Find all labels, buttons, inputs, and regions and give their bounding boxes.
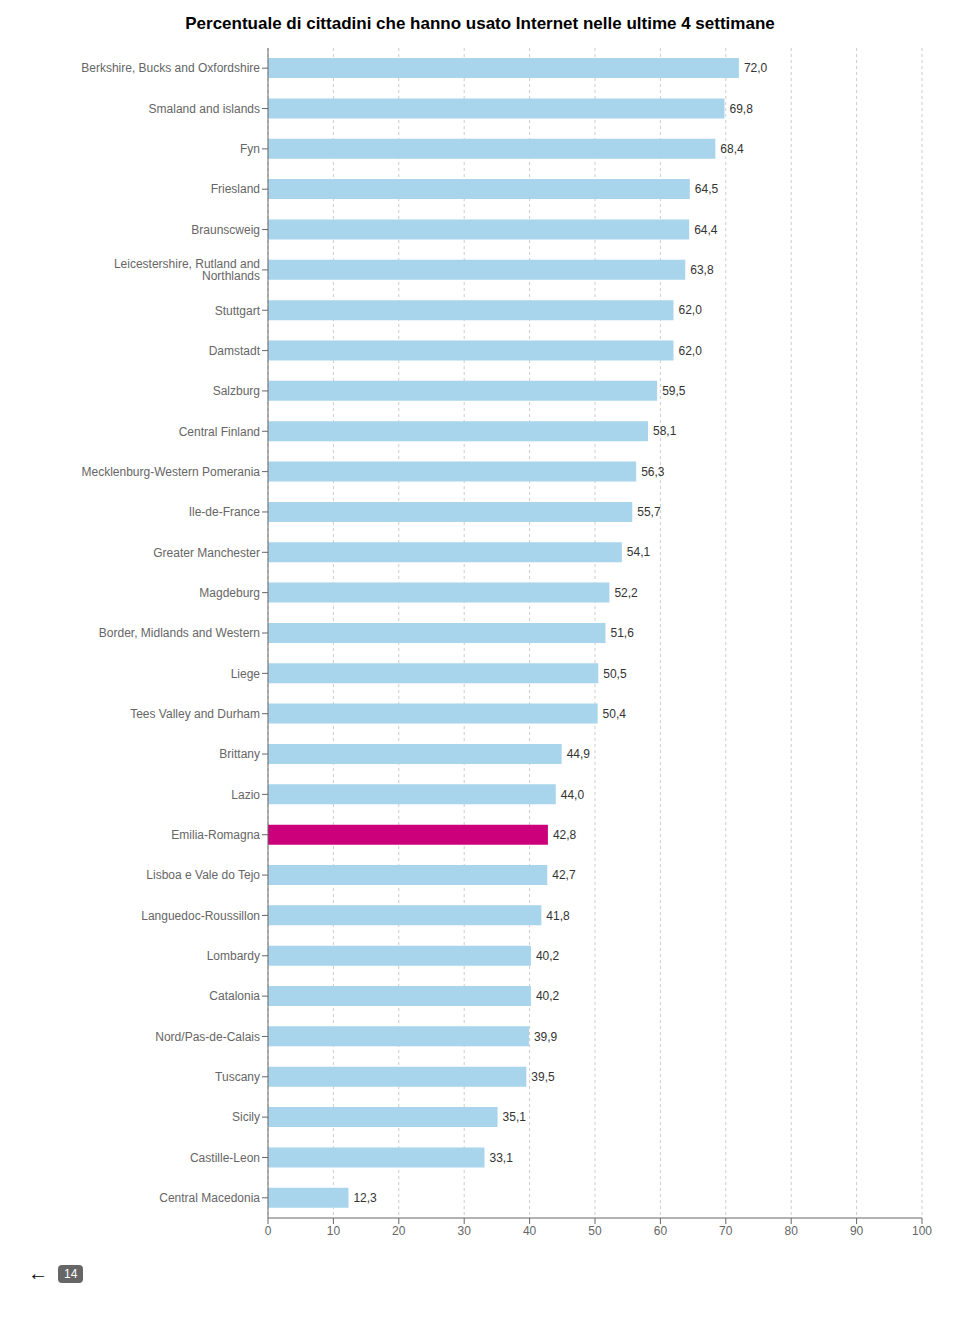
svg-text:60: 60 (654, 1224, 668, 1238)
svg-text:12,3: 12,3 (353, 1191, 377, 1205)
svg-text:58,1: 58,1 (653, 424, 677, 438)
svg-text:52,2: 52,2 (614, 586, 638, 600)
svg-text:0: 0 (265, 1224, 272, 1238)
svg-text:40,2: 40,2 (536, 989, 560, 1003)
svg-text:72,0: 72,0 (744, 61, 768, 75)
svg-text:42,7: 42,7 (552, 868, 576, 882)
svg-text:50: 50 (588, 1224, 602, 1238)
svg-text:70: 70 (719, 1224, 733, 1238)
svg-text:Languedoc-Roussillon: Languedoc-Roussillon (141, 909, 260, 923)
svg-text:90: 90 (850, 1224, 864, 1238)
svg-text:Braunscweig: Braunscweig (191, 223, 260, 237)
svg-text:59,5: 59,5 (662, 384, 686, 398)
svg-text:Catalonia: Catalonia (209, 989, 260, 1003)
svg-text:69,8: 69,8 (729, 102, 753, 116)
svg-text:42,8: 42,8 (553, 828, 577, 842)
svg-text:68,4: 68,4 (720, 142, 744, 156)
svg-text:Border, Midlands and Western: Border, Midlands and Western (99, 626, 260, 640)
html-text:14: 14 (64, 1266, 78, 1281)
svg-text:Lisboa e Vale do Tejo: Lisboa e Vale do Tejo (146, 868, 260, 882)
svg-text:40,2: 40,2 (536, 949, 560, 963)
svg-text:55,7: 55,7 (637, 505, 661, 519)
svg-text:Smaland and islands: Smaland and islands (149, 102, 260, 116)
svg-text:62,0: 62,0 (678, 303, 702, 317)
svg-text:Mecklenburg-Western Pomerania: Mecklenburg-Western Pomerania (81, 465, 260, 479)
svg-text:80: 80 (785, 1224, 799, 1238)
svg-text:64,5: 64,5 (695, 182, 719, 196)
svg-text:39,5: 39,5 (531, 1070, 555, 1084)
svg-text:35,1: 35,1 (503, 1110, 527, 1124)
svg-text:56,3: 56,3 (641, 465, 665, 479)
svg-text:62,0: 62,0 (678, 344, 702, 358)
svg-text:Lombardy: Lombardy (207, 949, 260, 963)
svg-text:Emilia-Romagna: Emilia-Romagna (171, 828, 260, 842)
html-text:Percentuale di cittadini che h: Percentuale di cittadini che hanno usato… (185, 14, 775, 33)
svg-text:Liege: Liege (231, 667, 261, 681)
svg-text:Friesland: Friesland (211, 182, 260, 196)
svg-text:20: 20 (392, 1224, 406, 1238)
svg-text:Central Macedonia: Central Macedonia (159, 1191, 260, 1205)
svg-text:41,8: 41,8 (546, 909, 570, 923)
svg-text:50,5: 50,5 (603, 667, 627, 681)
svg-text:44,9: 44,9 (567, 747, 591, 761)
svg-text:Magdeburg: Magdeburg (199, 586, 260, 600)
svg-text:Ile-de-France: Ile-de-France (189, 505, 261, 519)
svg-text:Brittany: Brittany (219, 747, 260, 761)
svg-text:51,6: 51,6 (610, 626, 634, 640)
svg-text:Greater Manchester: Greater Manchester (153, 546, 260, 560)
svg-text:30: 30 (458, 1224, 472, 1238)
svg-text:Sicily: Sicily (232, 1110, 260, 1124)
svg-text:Central Finland: Central Finland (179, 425, 260, 439)
svg-text:Salzburg: Salzburg (213, 384, 260, 398)
svg-text:Damstadt: Damstadt (209, 344, 261, 358)
svg-text:44,0: 44,0 (561, 788, 585, 802)
svg-text:Leicestershire, Rutland andNor: Leicestershire, Rutland andNorthlands (114, 257, 260, 283)
svg-text:Berkshire, Bucks and Oxfordshi: Berkshire, Bucks and Oxfordshire (81, 61, 260, 75)
svg-text:Nord/Pas-de-Calais: Nord/Pas-de-Calais (155, 1030, 260, 1044)
svg-text:Fyn: Fyn (240, 142, 260, 156)
svg-text:39,9: 39,9 (534, 1030, 558, 1044)
svg-text:63,8: 63,8 (690, 263, 714, 277)
svg-text:Tuscany: Tuscany (215, 1070, 260, 1084)
svg-text:100: 100 (912, 1224, 932, 1238)
svg-text:40: 40 (523, 1224, 537, 1238)
svg-text:33,1: 33,1 (489, 1151, 513, 1165)
svg-text:10: 10 (327, 1224, 341, 1238)
svg-text:Stuttgart: Stuttgart (215, 304, 261, 318)
svg-text:64,4: 64,4 (694, 223, 718, 237)
svg-text:Tees Valley and Durham: Tees Valley and Durham (130, 707, 260, 721)
svg-text:54,1: 54,1 (627, 545, 651, 559)
svg-text:50,4: 50,4 (603, 707, 627, 721)
svg-text:Lazio: Lazio (231, 788, 260, 802)
svg-text:Castille-Leon: Castille-Leon (190, 1151, 260, 1165)
